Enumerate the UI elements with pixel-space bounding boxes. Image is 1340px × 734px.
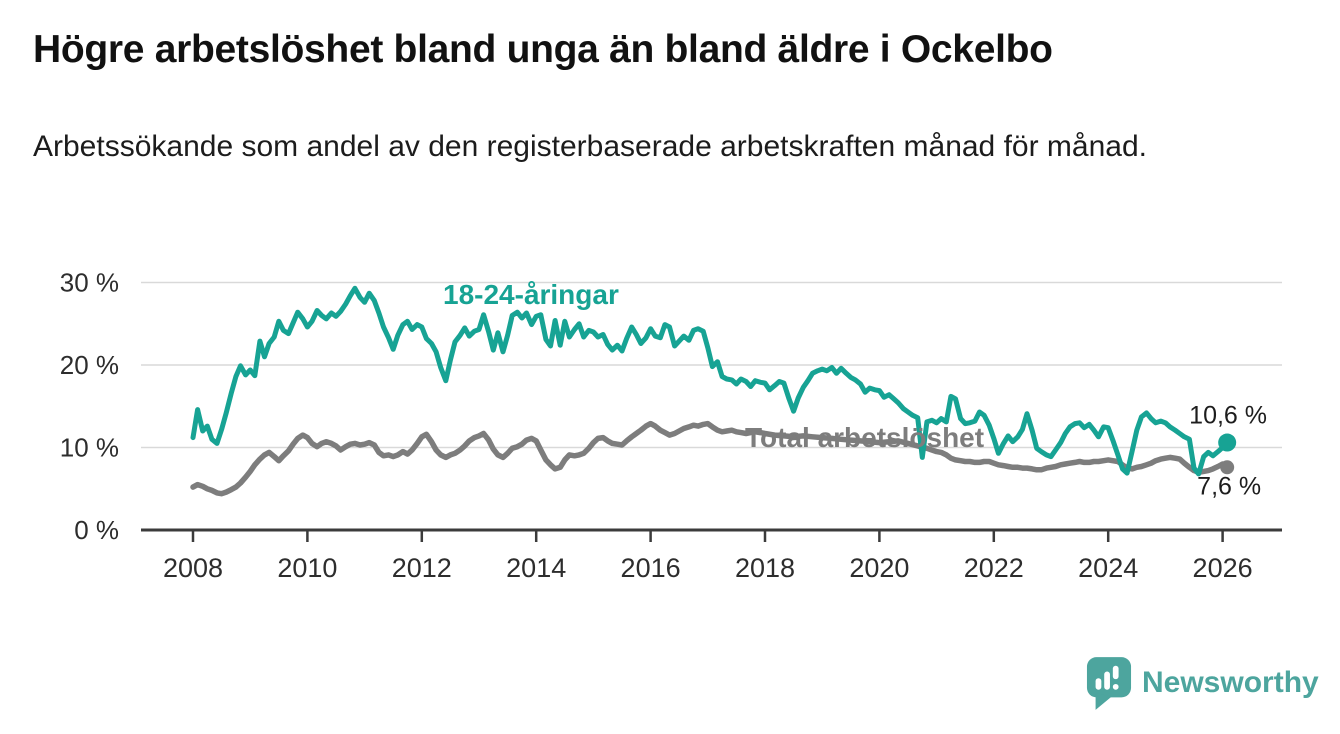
newsworthy-wordmark: Newsworthy (1142, 666, 1319, 699)
x-tick-label: 2020 (849, 553, 909, 583)
series-end-dot (1220, 460, 1235, 475)
x-tick-label: 2010 (277, 553, 337, 583)
x-tick-label: 2008 (163, 553, 223, 583)
x-tick-label: 2012 (392, 553, 452, 583)
chart-title: Högre arbetslöshet bland unga än bland ä… (33, 28, 1053, 71)
x-tick-label: 2022 (964, 553, 1024, 583)
y-tick-label: 30 % (60, 268, 119, 298)
x-tick-label: 2016 (621, 553, 681, 583)
y-tick-label: 0 % (74, 515, 119, 545)
series-line (190, 285, 1230, 477)
series-end-value-label: 10,6 % (1189, 402, 1267, 430)
series-line (190, 420, 1230, 497)
y-tick-label: 20 % (60, 350, 119, 380)
y-tick-label: 10 % (60, 433, 119, 463)
series-end-dot (1218, 433, 1237, 452)
x-tick-label: 2024 (1078, 553, 1138, 583)
series-end-value-label: 7,6 % (1197, 472, 1261, 500)
x-tick-label: 2018 (735, 553, 795, 583)
y-axis-labels: 0 % 10 % 20 % 30 % (60, 268, 119, 546)
x-axis: 2008 2010 2012 2014 2016 2018 2020 2022 2024 2026 (141, 528, 1282, 583)
series-name-label: Total arbetslöshet (745, 422, 984, 453)
newsworthy-speech-bubble-bar-chart-icon (1086, 657, 1132, 710)
newsworthy-logo: Newsworthy (1086, 655, 1319, 711)
chart-subtitle: Arbetssökande som andel av den registerb… (33, 130, 1147, 163)
x-tick-label: 2026 (1193, 553, 1253, 583)
series-name-label: 18-24-åringar (443, 279, 619, 310)
x-tick-label: 2014 (506, 553, 566, 583)
